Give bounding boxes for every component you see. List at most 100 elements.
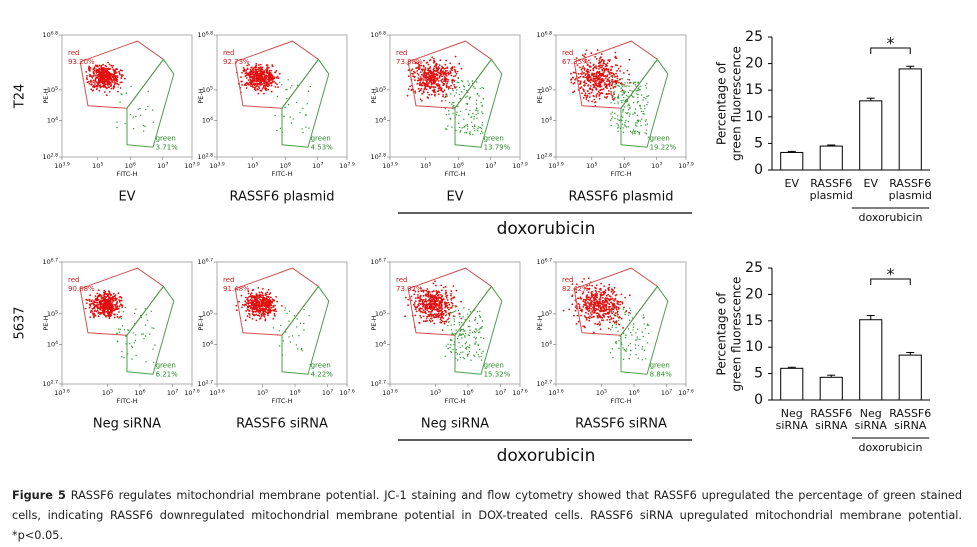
event-dot [613,299,615,302]
event-dot [436,78,439,81]
event-dot [145,314,147,316]
tick-exponent: 4 [383,339,386,345]
event-dot [106,293,109,295]
event-dot [434,70,437,73]
event-dot [121,306,124,308]
event-dot [445,59,447,62]
event-dot [616,75,619,77]
event-dot [425,295,427,297]
event-dot [432,85,435,88]
event-dot [610,290,613,293]
tick-label: 107.6 [512,388,528,397]
event-dot [576,64,579,66]
event-dot [596,315,599,317]
event-dot [252,73,255,76]
event-dot [94,83,96,85]
event-dot [463,330,465,332]
event-dot [276,300,279,303]
event-dot [101,72,104,74]
event-dot [630,309,632,312]
event-dot [595,291,598,293]
event-dot [309,85,312,88]
event-dot [421,84,424,87]
tick-exponent: 7 [320,161,323,167]
event-dot [631,94,633,97]
event-dot [102,66,105,69]
tick-base: 10 [495,389,503,397]
event-dot [262,287,264,290]
event-dot [635,90,637,92]
event-dot [278,345,281,347]
event-dot [427,63,430,66]
event-dot [457,335,459,337]
event-dot [450,324,452,326]
event-dot [125,92,128,94]
tick-exponent: 3.6 [218,388,225,394]
event-dot [246,299,249,302]
event-dot [470,116,473,118]
event-dot [256,297,259,300]
event-dot [473,127,475,130]
event-dot [434,301,436,304]
event-dot [410,69,413,72]
event-dot [419,314,421,317]
event-dot [108,77,111,79]
tick-label: 105 [202,85,213,94]
event-dot [584,61,587,63]
tick-label: 106.8 [197,30,213,39]
event-dot [254,73,257,75]
event-dot [103,291,105,294]
tick-base: 10 [247,162,255,170]
event-dot [116,316,119,318]
event-dot [478,95,480,97]
event-dot [88,306,91,309]
red-gate-label: red [68,49,79,57]
event-dot [581,292,584,295]
event-dot [433,88,436,91]
event-dot [263,316,266,318]
y-axis-label: PE-H [370,88,378,103]
event-dot [98,73,101,76]
event-dot [98,295,100,298]
event-dot [624,82,626,84]
event-dot [642,335,644,338]
event-dot [418,84,421,87]
event-dot [481,124,483,126]
tick-base: 10 [382,389,390,397]
event-dot [598,72,601,75]
event-dot [269,292,272,294]
event-dot [634,108,637,110]
tick-exponent: 7.9 [348,161,355,167]
event-dot [121,75,123,78]
event-dot [114,306,117,308]
event-dot [478,329,480,331]
event-dot [608,283,611,286]
x-tick-label: EV [864,177,879,190]
event-dot [442,320,444,323]
tick-base: 10 [485,162,493,170]
event-dot [260,66,263,69]
event-dot [431,300,434,303]
event-dot [613,314,616,316]
red-gate-percent: 90.68% [68,285,95,293]
event-dot [97,289,100,291]
event-dot [482,112,484,115]
tick-exponent: 4 [383,115,386,121]
event-dot [597,308,599,311]
tick-exponent: 6 [288,161,291,167]
y-tick-label: 0 [754,162,763,178]
tick-exponent: 6.8 [51,30,58,36]
event-dot [447,73,450,76]
event-dot [642,110,644,113]
event-dot [570,81,573,84]
event-dot [640,107,642,110]
red-gate-percent: 92.73% [223,58,250,66]
event-dot [428,77,430,80]
event-dot [474,316,477,319]
event-dot [419,76,422,78]
event-dot [140,114,142,117]
event-dot [119,87,122,89]
event-dot [593,72,596,75]
tick-label: 104 [541,115,552,124]
event-dot [90,83,93,85]
